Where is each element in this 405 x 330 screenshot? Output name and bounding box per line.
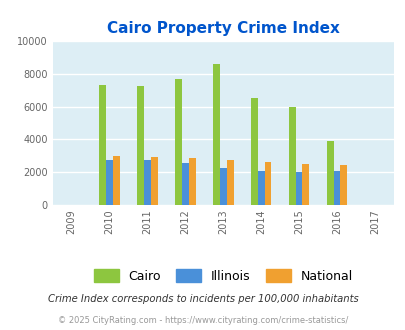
- Bar: [175, 79, 181, 205]
- Bar: [106, 160, 113, 205]
- Bar: [333, 171, 339, 205]
- Bar: [295, 172, 302, 205]
- Bar: [181, 163, 188, 205]
- Title: Cairo Property Crime Index: Cairo Property Crime Index: [107, 21, 339, 36]
- Bar: [326, 141, 333, 205]
- Bar: [151, 157, 158, 205]
- Bar: [113, 156, 119, 205]
- Bar: [264, 162, 271, 205]
- Bar: [220, 168, 226, 205]
- Bar: [250, 98, 257, 205]
- Bar: [302, 164, 309, 205]
- Legend: Cairo, Illinois, National: Cairo, Illinois, National: [87, 263, 358, 289]
- Text: © 2025 CityRating.com - https://www.cityrating.com/crime-statistics/: © 2025 CityRating.com - https://www.city…: [58, 316, 347, 325]
- Bar: [226, 160, 233, 205]
- Bar: [188, 157, 195, 205]
- Bar: [257, 171, 264, 205]
- Bar: [144, 160, 151, 205]
- Text: Crime Index corresponds to incidents per 100,000 inhabitants: Crime Index corresponds to incidents per…: [47, 294, 358, 304]
- Bar: [213, 64, 220, 205]
- Bar: [288, 107, 295, 205]
- Bar: [99, 85, 106, 205]
- Bar: [137, 86, 144, 205]
- Bar: [339, 165, 346, 205]
